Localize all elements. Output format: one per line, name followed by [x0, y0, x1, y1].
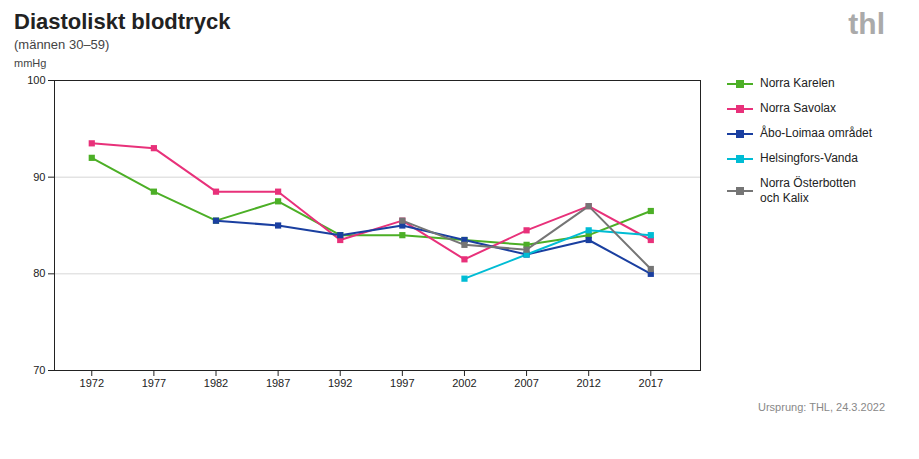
svg-text:1997: 1997: [390, 377, 414, 389]
svg-text:100: 100: [27, 74, 45, 86]
html-text:Åbo-Loimaa området: Åbo-Loimaa området: [760, 126, 873, 140]
svg-text:2002: 2002: [452, 377, 476, 389]
html-text:thl: thl: [848, 7, 885, 40]
html-text:Diastoliskt blodtryck: Diastoliskt blodtryck: [14, 9, 231, 34]
html-text:Ursprung: THL, 24.3.2022: Ursprung: THL, 24.3.2022: [758, 401, 885, 413]
svg-text:2017: 2017: [639, 377, 663, 389]
svg-text:1982: 1982: [204, 377, 228, 389]
svg-text:1977: 1977: [142, 377, 166, 389]
svg-text:1972: 1972: [80, 377, 104, 389]
html-text:(männen 30–59): (männen 30–59): [14, 37, 110, 52]
html-text:Norra Österbotten och Kalix: Norra Österbotten och Kalix: [760, 176, 856, 205]
svg-text:80: 80: [33, 267, 45, 279]
svg-text:70: 70: [33, 364, 45, 376]
svg-text:2012: 2012: [576, 377, 600, 389]
svg-text:90: 90: [33, 171, 45, 183]
html-text:Norra Karelen: Norra Karelen: [760, 76, 835, 90]
html-text:mmHg: mmHg: [14, 57, 47, 69]
svg-text:2007: 2007: [514, 377, 538, 389]
html-text:Norra Savolax: Norra Savolax: [760, 101, 836, 115]
svg-text:1987: 1987: [266, 377, 290, 389]
html-text:Helsingfors-Vanda: Helsingfors-Vanda: [760, 151, 858, 165]
svg-text:1992: 1992: [328, 377, 352, 389]
